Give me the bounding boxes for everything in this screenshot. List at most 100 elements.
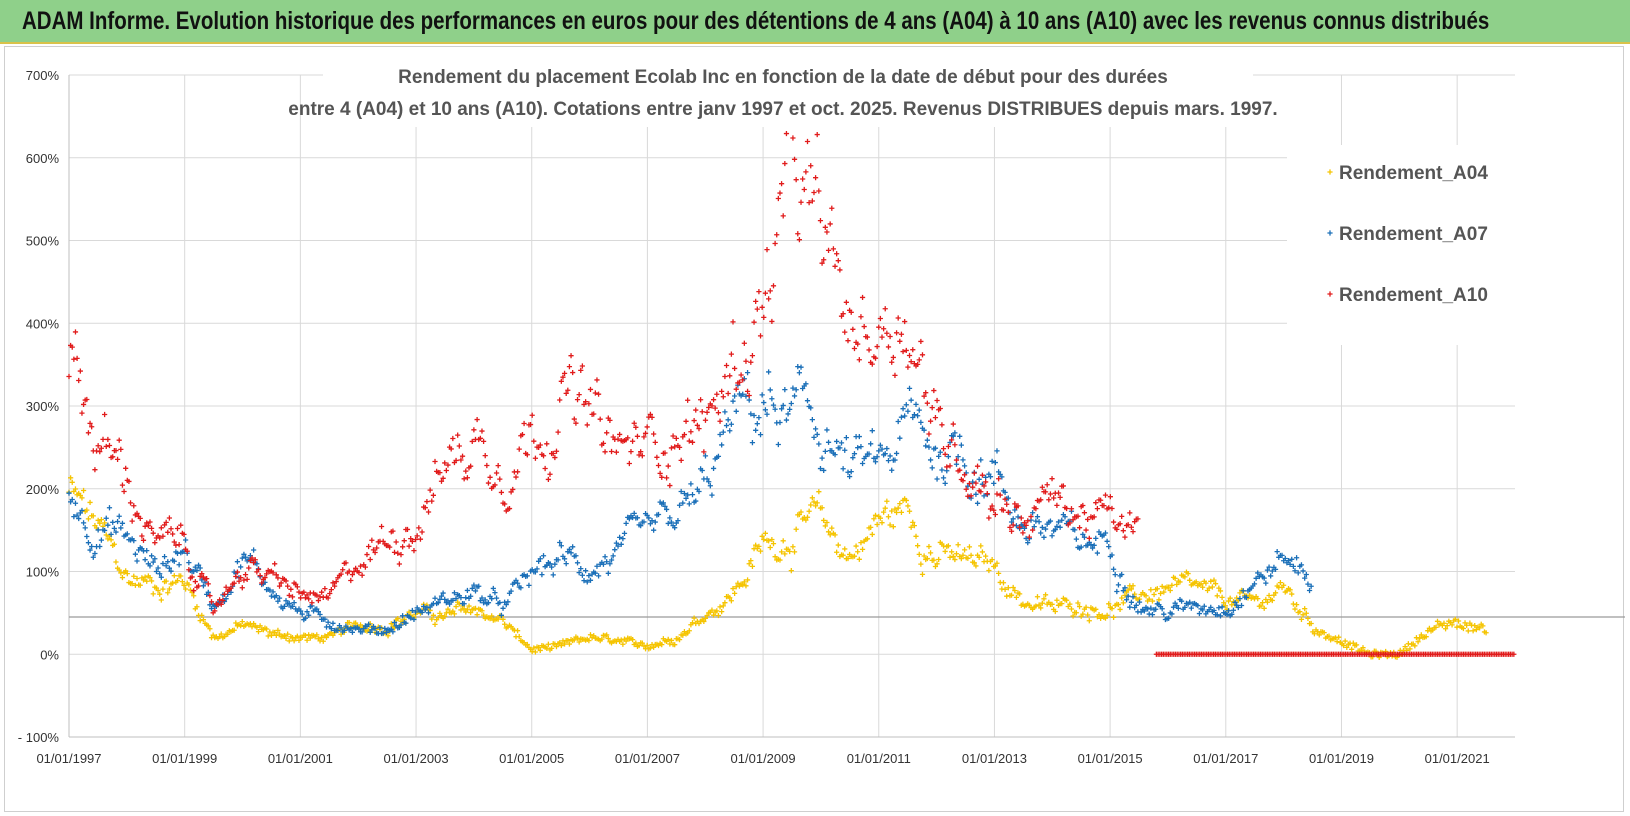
data-point — [262, 575, 268, 581]
data-point — [1059, 601, 1065, 607]
data-point — [803, 381, 809, 387]
data-point — [778, 549, 785, 555]
data-point — [1483, 630, 1489, 636]
data-point — [150, 559, 156, 565]
data-point — [775, 441, 781, 448]
data-point — [438, 593, 445, 599]
data-point — [762, 407, 768, 413]
data-point — [242, 554, 249, 560]
data-point — [921, 427, 927, 433]
data-point — [157, 591, 163, 597]
axis-layer: - 100%0%100%200%300%400%500%600%700%01/0… — [18, 68, 1515, 766]
data-point — [903, 402, 909, 408]
data-point — [1188, 605, 1194, 611]
data-point — [205, 589, 211, 595]
data-point — [126, 478, 132, 485]
data-point — [200, 617, 207, 623]
data-point — [108, 537, 114, 543]
data-point — [1038, 605, 1044, 611]
data-point — [412, 536, 419, 543]
data-point — [715, 453, 722, 459]
data-point — [69, 344, 75, 350]
data-point — [634, 515, 641, 521]
data-point — [468, 463, 474, 469]
data-point — [286, 592, 292, 599]
data-point — [417, 536, 424, 542]
data-point — [275, 575, 281, 581]
data-point — [591, 411, 597, 417]
data-point — [597, 416, 603, 422]
data-point — [791, 156, 798, 162]
data-point — [408, 615, 414, 621]
data-point — [1208, 578, 1214, 584]
data-point — [806, 508, 812, 514]
data-point — [1130, 583, 1136, 589]
data-point — [1187, 599, 1193, 605]
data-point — [1005, 585, 1011, 591]
data-point — [1285, 558, 1292, 564]
data-point — [859, 294, 866, 301]
data-point — [134, 558, 140, 564]
data-point — [1109, 552, 1115, 558]
data-point — [732, 590, 738, 596]
data-point — [812, 426, 819, 432]
data-point — [850, 455, 856, 461]
x-tick-label: 01/01/2019 — [1309, 751, 1374, 766]
data-point — [599, 636, 605, 642]
data-point — [408, 536, 414, 542]
data-point — [105, 436, 111, 443]
data-point — [759, 392, 765, 398]
data-point — [1042, 526, 1049, 532]
data-point — [1046, 497, 1052, 503]
data-point — [412, 609, 419, 615]
data-point — [736, 379, 743, 385]
data-point — [1093, 500, 1099, 506]
data-point — [897, 501, 903, 507]
data-point — [628, 449, 634, 455]
data-point — [1153, 606, 1159, 612]
data-point — [702, 453, 709, 459]
data-point — [409, 538, 415, 545]
data-point — [330, 620, 336, 626]
data-point — [706, 479, 712, 485]
data-point — [652, 519, 658, 525]
data-point — [861, 323, 867, 330]
data-point — [992, 459, 998, 466]
data-point — [217, 634, 223, 640]
data-point — [1148, 605, 1154, 611]
data-point — [142, 574, 148, 580]
data-point — [892, 372, 898, 378]
data-point — [461, 606, 467, 612]
data-point — [225, 631, 231, 637]
data-point — [116, 567, 122, 573]
data-point — [1274, 548, 1280, 555]
data-point — [532, 649, 539, 655]
data-point — [369, 537, 375, 543]
data-point — [1449, 622, 1455, 628]
data-point — [924, 400, 930, 406]
data-point — [552, 454, 558, 461]
data-point — [531, 438, 537, 444]
data-point — [1002, 489, 1008, 495]
data-point — [362, 564, 368, 570]
data-point — [1110, 519, 1117, 525]
data-point — [676, 636, 683, 643]
data-point — [1300, 612, 1306, 618]
data-point — [1073, 536, 1079, 542]
data-point — [770, 402, 777, 408]
data-point — [129, 518, 135, 524]
data-point — [366, 543, 372, 550]
data-point — [576, 639, 582, 645]
legend-label: Rendement_A10 — [1339, 285, 1488, 306]
data-point — [498, 612, 505, 618]
data-point — [495, 463, 501, 469]
chart-frame: - 100% 0% 100% 200% 300% 400% 500% 600% 700% 01/0… — [4, 46, 1625, 812]
data-point — [673, 435, 679, 441]
data-point — [238, 575, 244, 581]
header-title: ADAM Informe. Evolution historique des p… — [22, 7, 1490, 35]
data-point — [576, 570, 582, 576]
data-point — [406, 609, 412, 615]
data-point — [751, 412, 757, 419]
data-point — [1206, 585, 1212, 591]
data-point — [482, 597, 488, 603]
